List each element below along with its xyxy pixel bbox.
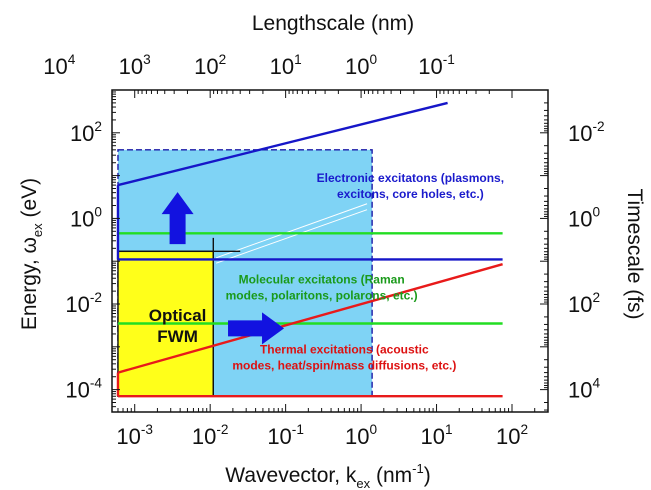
top-tick-label: 10-1: [418, 52, 455, 79]
x-tick-label: 10-3: [116, 422, 153, 449]
tick-base: 10: [194, 54, 218, 79]
y-tick-label: 10-2: [65, 290, 102, 317]
top-axis-title: Lengthscale (nm): [252, 12, 414, 35]
tick-base: 10: [119, 54, 143, 79]
right-tick-label: 104: [568, 376, 600, 403]
highlight-line: [215, 203, 368, 259]
tick-base: 10: [568, 206, 592, 231]
tick-exp: 2: [592, 290, 600, 305]
top-tick-label: 100: [345, 52, 377, 79]
top-tick-label: 103: [119, 52, 151, 79]
tick-exp: 0: [370, 52, 378, 67]
tick-exp: -4: [90, 376, 103, 391]
tick-base: 10: [568, 292, 592, 317]
x-tick-label: 102: [496, 422, 528, 449]
annotation-line: modes, polaritons, polarons, etc.): [226, 289, 418, 303]
y-tick-label: 10-4: [65, 376, 102, 403]
annotation-2: Thermal excitations (acoustic modes, heat…: [232, 342, 456, 372]
highlight-line: [215, 209, 368, 264]
annotation-0: Electronic excitatons (plasmons, excitons…: [317, 171, 504, 201]
tick-base: 10: [267, 424, 291, 449]
annotation-line: FWM: [157, 327, 198, 346]
annotation-line: Thermal excitations (acoustic: [260, 342, 429, 356]
tick-exp: 0: [94, 205, 102, 220]
annotation-3: Optical FWM: [149, 306, 207, 346]
y-tick-label: 100: [70, 205, 102, 232]
tick-exp: 2: [94, 119, 102, 134]
right-arrow: [228, 312, 285, 345]
annotation-line: modes, heat/spin/mass diffusions, etc.): [232, 358, 456, 372]
tick-exp: -1: [292, 422, 304, 437]
tick-exp: 4: [592, 376, 600, 391]
tick-base: 10: [43, 54, 67, 79]
x-tick-label: 10-1: [267, 422, 304, 449]
x-tick-label: 101: [421, 422, 453, 449]
series-thermal: [117, 263, 503, 374]
tick-exp: 4: [68, 52, 76, 67]
tick-exp: -2: [216, 422, 228, 437]
annotation-line: Molecular excitatons (Raman: [239, 273, 405, 287]
tick-base: 10: [65, 292, 89, 317]
annotation-line: Electronic excitatons (plasmons,: [317, 171, 504, 185]
tick-base: 10: [345, 424, 369, 449]
tick-exp: 0: [370, 422, 378, 437]
tick-base: 10: [70, 121, 94, 146]
top-tick-label: 101: [270, 52, 302, 79]
tick-exp: 3: [143, 52, 151, 67]
tick-exp: 1: [294, 52, 302, 67]
annotation-line: excitons, core holes, etc.): [337, 187, 484, 201]
x-tick-label: 100: [345, 422, 377, 449]
tick-exp: 2: [520, 422, 528, 437]
tick-exp: 1: [445, 422, 453, 437]
tick-exp: 2: [219, 52, 227, 67]
tick-base: 10: [192, 424, 216, 449]
annotations-layer: Electronic excitatons (plasmons, excitons…: [149, 171, 504, 372]
tick-exp: -1: [443, 52, 455, 67]
x-axis-title: Wavevector, kex (nm-1): [225, 461, 430, 490]
up-arrow: [161, 192, 194, 245]
right-axis-title: Timescale (fs): [623, 188, 646, 319]
y-tick-label: 102: [70, 119, 102, 146]
tick-exp: 0: [592, 205, 600, 220]
right-tick-label: 100: [568, 205, 600, 232]
top-tick-label: 104: [43, 52, 75, 79]
tick-base: 10: [270, 54, 294, 79]
x-tick-label: 10-2: [192, 422, 229, 449]
tick-base: 10: [65, 378, 89, 403]
tick-base: 10: [496, 424, 520, 449]
series-layer: [116, 101, 503, 398]
arrows-layer: [161, 192, 285, 345]
annotation-line: Optical: [149, 306, 207, 325]
series-electronic: [117, 101, 448, 187]
tick-exp: -2: [90, 290, 102, 305]
tick-base: 10: [70, 206, 94, 231]
plot-frame: [111, 89, 549, 413]
top-tick-label: 102: [194, 52, 226, 79]
annotation-1: Molecular excitatons (Raman modes, polari…: [226, 273, 418, 303]
right-tick-label: 10-2: [568, 119, 605, 146]
y-axis-title: Energy, ωex (eV): [18, 178, 45, 330]
tick-base: 10: [418, 54, 442, 79]
tick-base: 10: [568, 121, 592, 146]
tick-exp: -3: [141, 422, 153, 437]
tick-base: 10: [421, 424, 445, 449]
right-tick-label: 102: [568, 290, 600, 317]
tick-base: 10: [116, 424, 140, 449]
tick-base: 10: [345, 54, 369, 79]
tick-exp: -2: [592, 119, 604, 134]
ticks-layer: [111, 89, 549, 413]
tick-base: 10: [568, 378, 592, 403]
